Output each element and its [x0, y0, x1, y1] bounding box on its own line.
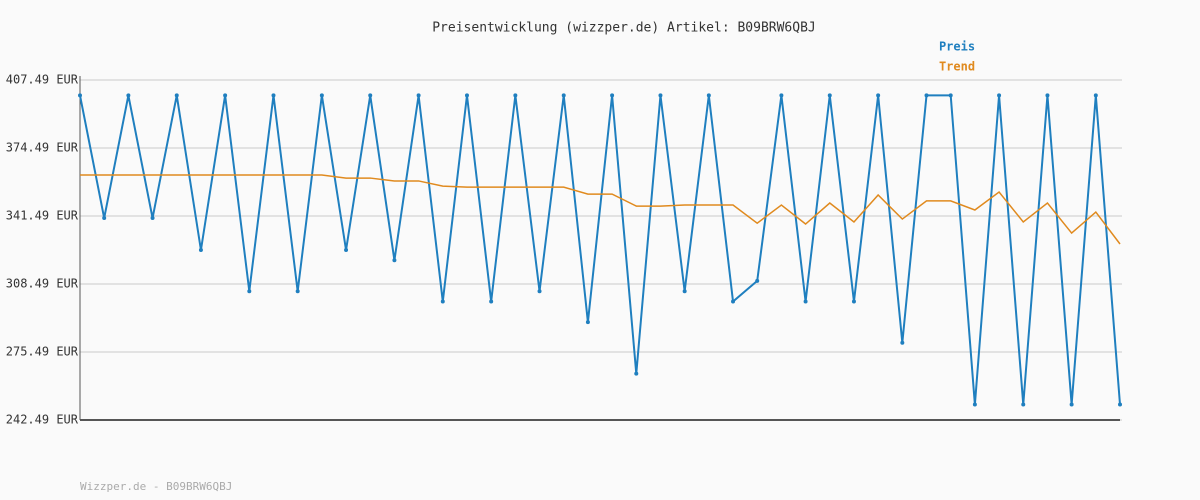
footer: Wizzper.de - B09BRW6QBJ: [80, 480, 232, 493]
point: [634, 371, 639, 376]
point: [78, 93, 82, 98]
point: [174, 93, 179, 98]
point: [900, 340, 905, 345]
point: [271, 93, 276, 98]
legend-label: Preis: [939, 40, 975, 54]
point: [464, 93, 469, 98]
y-tick-label: 308.49 EUR: [6, 277, 79, 291]
point: [851, 299, 856, 304]
series-line: [80, 174, 1121, 245]
point: [658, 93, 663, 98]
point: [827, 93, 832, 98]
point: [924, 93, 929, 98]
point: [440, 299, 445, 304]
point: [706, 93, 711, 98]
point: [682, 289, 687, 294]
point: [876, 93, 881, 98]
y-tick-label: 341.49 EUR: [6, 209, 79, 223]
point: [1069, 402, 1074, 407]
point: [489, 299, 494, 304]
point: [102, 216, 107, 221]
point: [344, 247, 349, 252]
point: [610, 93, 615, 98]
y-tick-label: 242.49 EUR: [6, 413, 79, 427]
point: [585, 320, 590, 325]
point: [997, 93, 1002, 98]
y-tick-label: 374.49 EUR: [6, 141, 79, 155]
point: [513, 93, 518, 98]
legend-label: Trend: [939, 60, 975, 74]
point: [731, 299, 736, 304]
point: [368, 93, 373, 98]
point: [416, 93, 421, 98]
chart-title: Preisentwicklung (wizzper.de) Artikel: B…: [432, 21, 816, 36]
point: [295, 289, 300, 294]
point: [392, 258, 397, 263]
point: [755, 278, 760, 283]
point: [1093, 93, 1098, 98]
point: [319, 93, 324, 98]
point: [537, 289, 542, 294]
point: [561, 93, 566, 98]
point: [1118, 402, 1122, 407]
point: [1045, 93, 1050, 98]
point: [198, 247, 203, 252]
point: [223, 93, 228, 98]
point: [779, 93, 784, 98]
point: [150, 216, 155, 221]
point: [948, 93, 953, 98]
point: [126, 93, 131, 98]
y-tick-label: 275.49 EUR: [6, 345, 79, 359]
point: [247, 289, 252, 294]
series-line: [79, 94, 1121, 405]
point: [972, 402, 977, 407]
y-tick-label: 407.49 EUR: [6, 73, 79, 87]
point: [803, 299, 808, 304]
point: [1021, 402, 1026, 407]
